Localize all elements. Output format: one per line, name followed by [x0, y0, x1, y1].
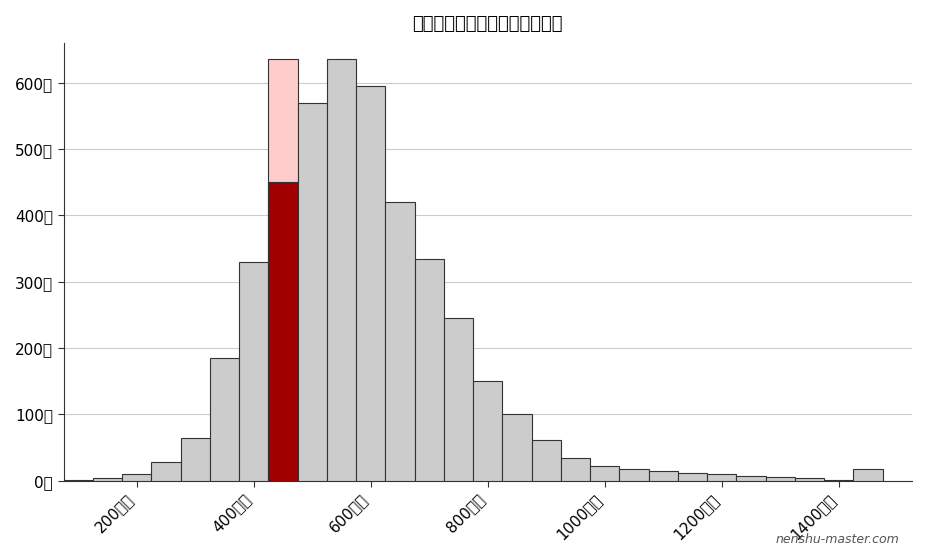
Bar [532, 439, 561, 481]
Bar [356, 86, 386, 481]
Text: nenshu-master.com: nenshu-master.com [776, 533, 899, 546]
Bar [766, 477, 795, 481]
Bar [327, 60, 356, 481]
Bar [444, 318, 473, 481]
Bar [854, 469, 883, 481]
Bar [181, 438, 210, 481]
Bar [268, 60, 298, 481]
Bar [64, 480, 93, 481]
Bar [736, 476, 766, 481]
Bar [298, 102, 327, 481]
Bar [151, 462, 181, 481]
Bar [678, 473, 707, 481]
Bar [122, 474, 151, 481]
Bar [824, 480, 854, 481]
Bar [619, 469, 649, 481]
Title: シンニッタンの年収ポジション: シンニッタンの年収ポジション [413, 15, 563, 33]
Bar [239, 262, 268, 481]
Bar [795, 478, 824, 481]
Bar [707, 474, 736, 481]
Bar [210, 358, 239, 481]
Bar [386, 202, 414, 481]
Bar [414, 258, 444, 481]
Bar [590, 466, 619, 481]
Bar [473, 382, 502, 481]
Bar [502, 414, 532, 481]
Bar [268, 182, 298, 481]
Bar [561, 458, 590, 481]
Bar [93, 477, 122, 481]
Bar [649, 471, 678, 481]
